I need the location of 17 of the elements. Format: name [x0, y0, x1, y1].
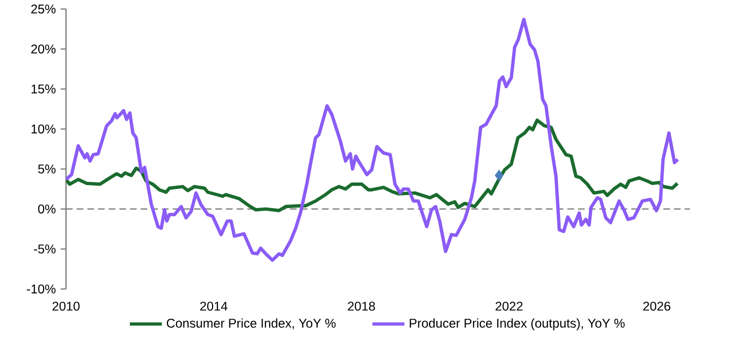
line-series	[66, 18, 680, 262]
x-tick-label: 2018	[348, 302, 375, 311]
x-tick-label: 2026	[643, 302, 670, 311]
line-series	[66, 118, 680, 212]
y-tick-label: 0%	[38, 204, 56, 214]
legend-label: Producer Price Index (outputs), YoY %	[410, 318, 625, 330]
y-tick-label: 10%	[32, 124, 56, 134]
legend-label: Consumer Price Index, YoY %	[166, 318, 336, 330]
y-tick-label: 25%	[31, 4, 56, 14]
y-tick-label: 15%	[32, 84, 56, 94]
y-tick-label: 20%	[31, 44, 56, 54]
x-tick-label: 2014	[200, 302, 228, 311]
x-tick-label: 2010	[52, 302, 80, 311]
y-tick-label: -10%	[26, 284, 56, 294]
y-tick-label: 5%	[38, 164, 56, 174]
x-tick-label: 2022	[496, 302, 523, 311]
y-tick-label: -5%	[34, 244, 56, 254]
